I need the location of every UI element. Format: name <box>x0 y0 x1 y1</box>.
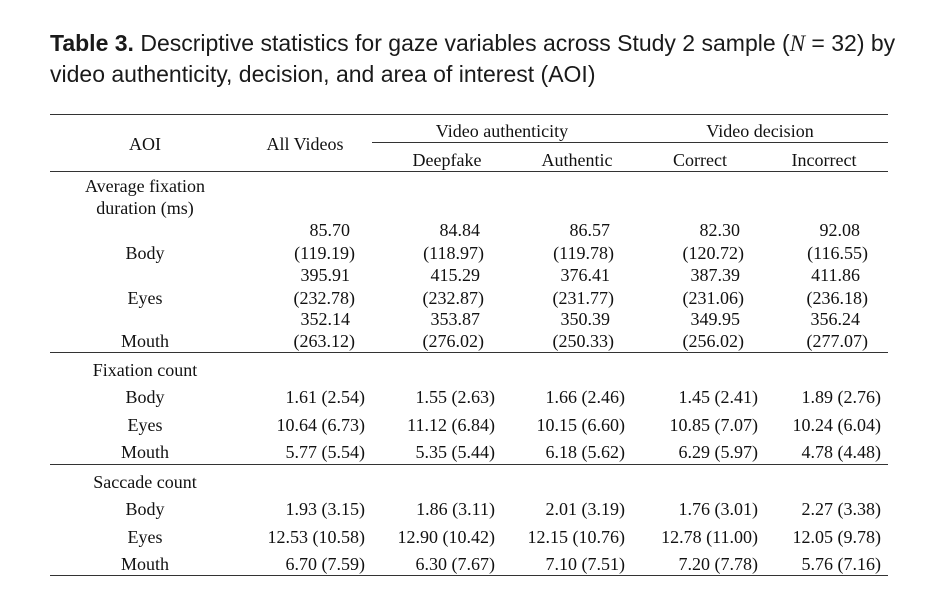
cell-value: 1.61 (2.54) <box>285 387 366 407</box>
header-bottom-rule <box>50 171 888 172</box>
top-rule <box>50 114 888 115</box>
cell-sd: (119.78) <box>553 243 614 263</box>
cell-value: 1.45 (2.41) <box>678 387 759 407</box>
cell-mean: 376.41 <box>560 265 611 285</box>
row-label: Eyes <box>127 288 163 308</box>
section-title-saccade-count: Saccade count <box>93 472 197 492</box>
statistics-table: AOI All Videos Video authenticity Video … <box>50 114 888 584</box>
sample-size-symbol: N <box>789 31 806 56</box>
column-header-correct: Correct <box>673 150 727 170</box>
row-label: Mouth <box>120 554 169 574</box>
group-header-decision: Video decision <box>706 121 814 141</box>
cell-mean: 85.70 <box>309 220 351 240</box>
cell-value: 5.76 (7.16) <box>801 554 882 574</box>
cell-value: 12.15 (10.76) <box>527 527 626 547</box>
cell-sd: (116.55) <box>807 243 868 263</box>
cell-value: 7.20 (7.78) <box>678 554 759 574</box>
section-title-fixation-count: Fixation count <box>92 360 198 380</box>
section-rule-fixation-count <box>50 352 888 353</box>
cell-mean: 350.39 <box>560 309 611 329</box>
cell-mean: 92.08 <box>819 220 861 240</box>
cell-value: 2.27 (3.38) <box>801 499 882 519</box>
row-label: Eyes <box>127 527 163 547</box>
table-caption: Table 3. Descriptive statistics for gaze… <box>50 28 910 90</box>
column-header-deepfake: Deepfake <box>412 150 482 170</box>
cell-mean: 387.39 <box>690 265 741 285</box>
section-rule-saccade-count <box>50 464 888 465</box>
column-header-aoi: AOI <box>129 134 161 154</box>
cell-mean: 415.29 <box>430 265 481 285</box>
cell-mean: 395.91 <box>300 265 351 285</box>
cell-sd: (120.72) <box>682 243 745 263</box>
cell-mean: 411.86 <box>811 265 860 285</box>
row-label: Mouth <box>120 442 169 462</box>
cell-mean: 86.57 <box>569 220 611 240</box>
cell-sd: (118.97) <box>423 243 484 263</box>
cell-sd: (236.18) <box>806 288 869 308</box>
cell-sd: (231.77) <box>552 288 615 308</box>
cell-mean: 349.95 <box>690 309 741 329</box>
cell-value: 6.70 (7.59) <box>285 554 366 574</box>
cell-value: 6.18 (5.62) <box>545 442 626 462</box>
cell-value: 10.15 (6.60) <box>536 415 626 435</box>
cell-sd: (232.87) <box>422 288 485 308</box>
cell-value: 2.01 (3.19) <box>545 499 626 519</box>
row-label: Body <box>125 387 165 407</box>
cell-value: 6.29 (5.97) <box>678 442 759 462</box>
cell-value: 11.12 (6.84) <box>407 415 495 435</box>
group-header-rule <box>372 142 888 143</box>
cell-value: 1.89 (2.76) <box>801 387 882 407</box>
row-label: Eyes <box>127 415 163 435</box>
cell-value: 1.66 (2.46) <box>545 387 626 407</box>
cell-value: 1.93 (3.15) <box>285 499 366 519</box>
caption-text: Descriptive statistics for gaze variable… <box>133 30 790 56</box>
row-label: Body <box>125 243 165 263</box>
row-label: Body <box>125 499 165 519</box>
cell-sd: (276.02) <box>422 331 485 351</box>
column-header-all-videos: All Videos <box>266 134 344 154</box>
row-label: Mouth <box>120 331 169 351</box>
bottom-rule <box>50 575 888 576</box>
cell-mean: 356.24 <box>810 309 861 329</box>
column-header-incorrect: Incorrect <box>791 150 857 170</box>
table-label: Table 3. <box>50 30 134 56</box>
cell-mean: 82.30 <box>699 220 741 240</box>
cell-value: 12.53 (10.58) <box>267 527 366 547</box>
cell-sd: (263.12) <box>293 331 356 351</box>
group-header-authenticity: Video authenticity <box>435 121 569 141</box>
cell-value: 1.55 (2.63) <box>415 387 496 407</box>
cell-value: 12.05 (9.78) <box>792 527 882 547</box>
cell-sd: (231.06) <box>682 288 745 308</box>
cell-mean: 353.87 <box>430 309 481 329</box>
cell-value: 5.35 (5.44) <box>415 442 496 462</box>
cell-sd: (256.02) <box>682 331 745 351</box>
cell-value: 10.85 (7.07) <box>669 415 759 435</box>
caption-text-end: = 32) by video authenticity, decision, a… <box>50 30 896 87</box>
cell-value: 1.76 (3.01) <box>678 499 759 519</box>
cell-sd: (232.78) <box>293 288 356 308</box>
cell-mean: 352.14 <box>300 309 351 329</box>
cell-value: 12.78 (11.00) <box>661 527 758 547</box>
cell-value: 1.86 (3.11) <box>416 499 495 519</box>
cell-sd: (250.33) <box>552 331 615 351</box>
section-title-fixation-duration-line1: Average fixation <box>84 176 206 196</box>
column-header-authentic: Authentic <box>541 150 613 170</box>
section-title-fixation-duration-line2: duration (ms) <box>96 198 194 218</box>
cell-value: 12.90 (10.42) <box>397 527 496 547</box>
cell-value: 10.64 (6.73) <box>276 415 366 435</box>
cell-mean: 84.84 <box>439 220 481 240</box>
cell-value: 5.77 (5.54) <box>285 442 366 462</box>
cell-value: 7.10 (7.51) <box>545 554 626 574</box>
cell-sd: (277.07) <box>806 331 869 351</box>
cell-value: 6.30 (7.67) <box>415 554 496 574</box>
cell-value: 4.78 (4.48) <box>801 442 882 462</box>
cell-sd: (119.19) <box>294 243 355 263</box>
cell-value: 10.24 (6.04) <box>792 415 882 435</box>
